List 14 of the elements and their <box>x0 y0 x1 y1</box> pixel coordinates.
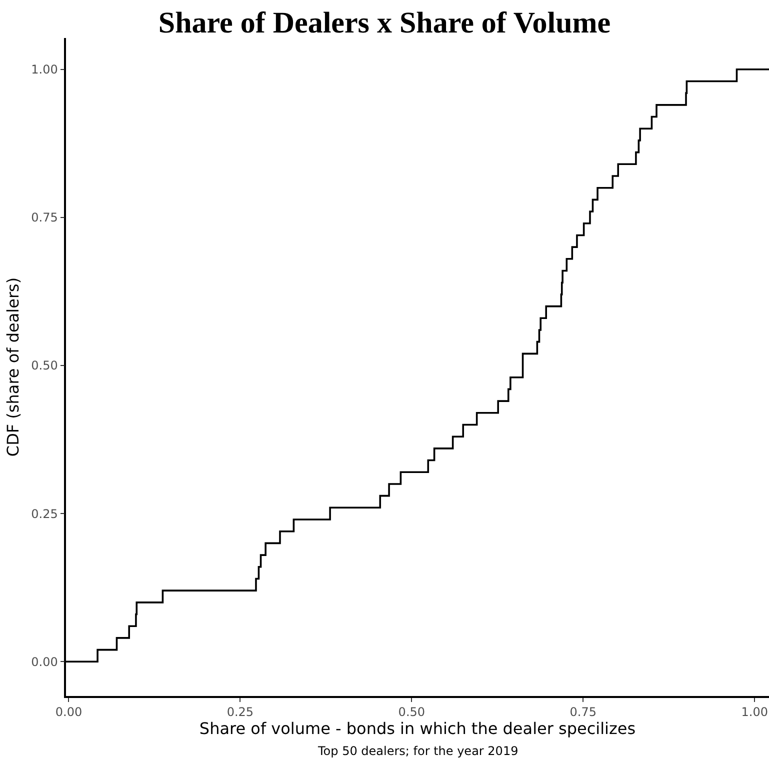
y-tick-label: 0.00 <box>31 654 58 669</box>
x-tick-label: 0.25 <box>226 705 254 720</box>
x-tick-label: 1.00 <box>741 705 768 720</box>
y-tick-label: 1.00 <box>31 62 58 77</box>
x-axis-title: Share of volume - bonds in which the dealer specilizes <box>199 719 636 738</box>
x-tick-label: 0.00 <box>55 705 82 720</box>
x-tick-label: 0.50 <box>398 705 426 720</box>
x-tick-label: 0.75 <box>570 705 596 720</box>
text: Top 50 dealers; for the year 2019 <box>317 744 518 758</box>
y-tick-label: 0.75 <box>31 210 58 225</box>
y-tick-label: 0.50 <box>31 358 58 373</box>
y-tick-label: 0.25 <box>31 506 58 521</box>
chart-title: Share of Dealers x Share of Volume <box>158 6 611 40</box>
y-axis-title: CDF (share of dealers) <box>4 277 23 457</box>
